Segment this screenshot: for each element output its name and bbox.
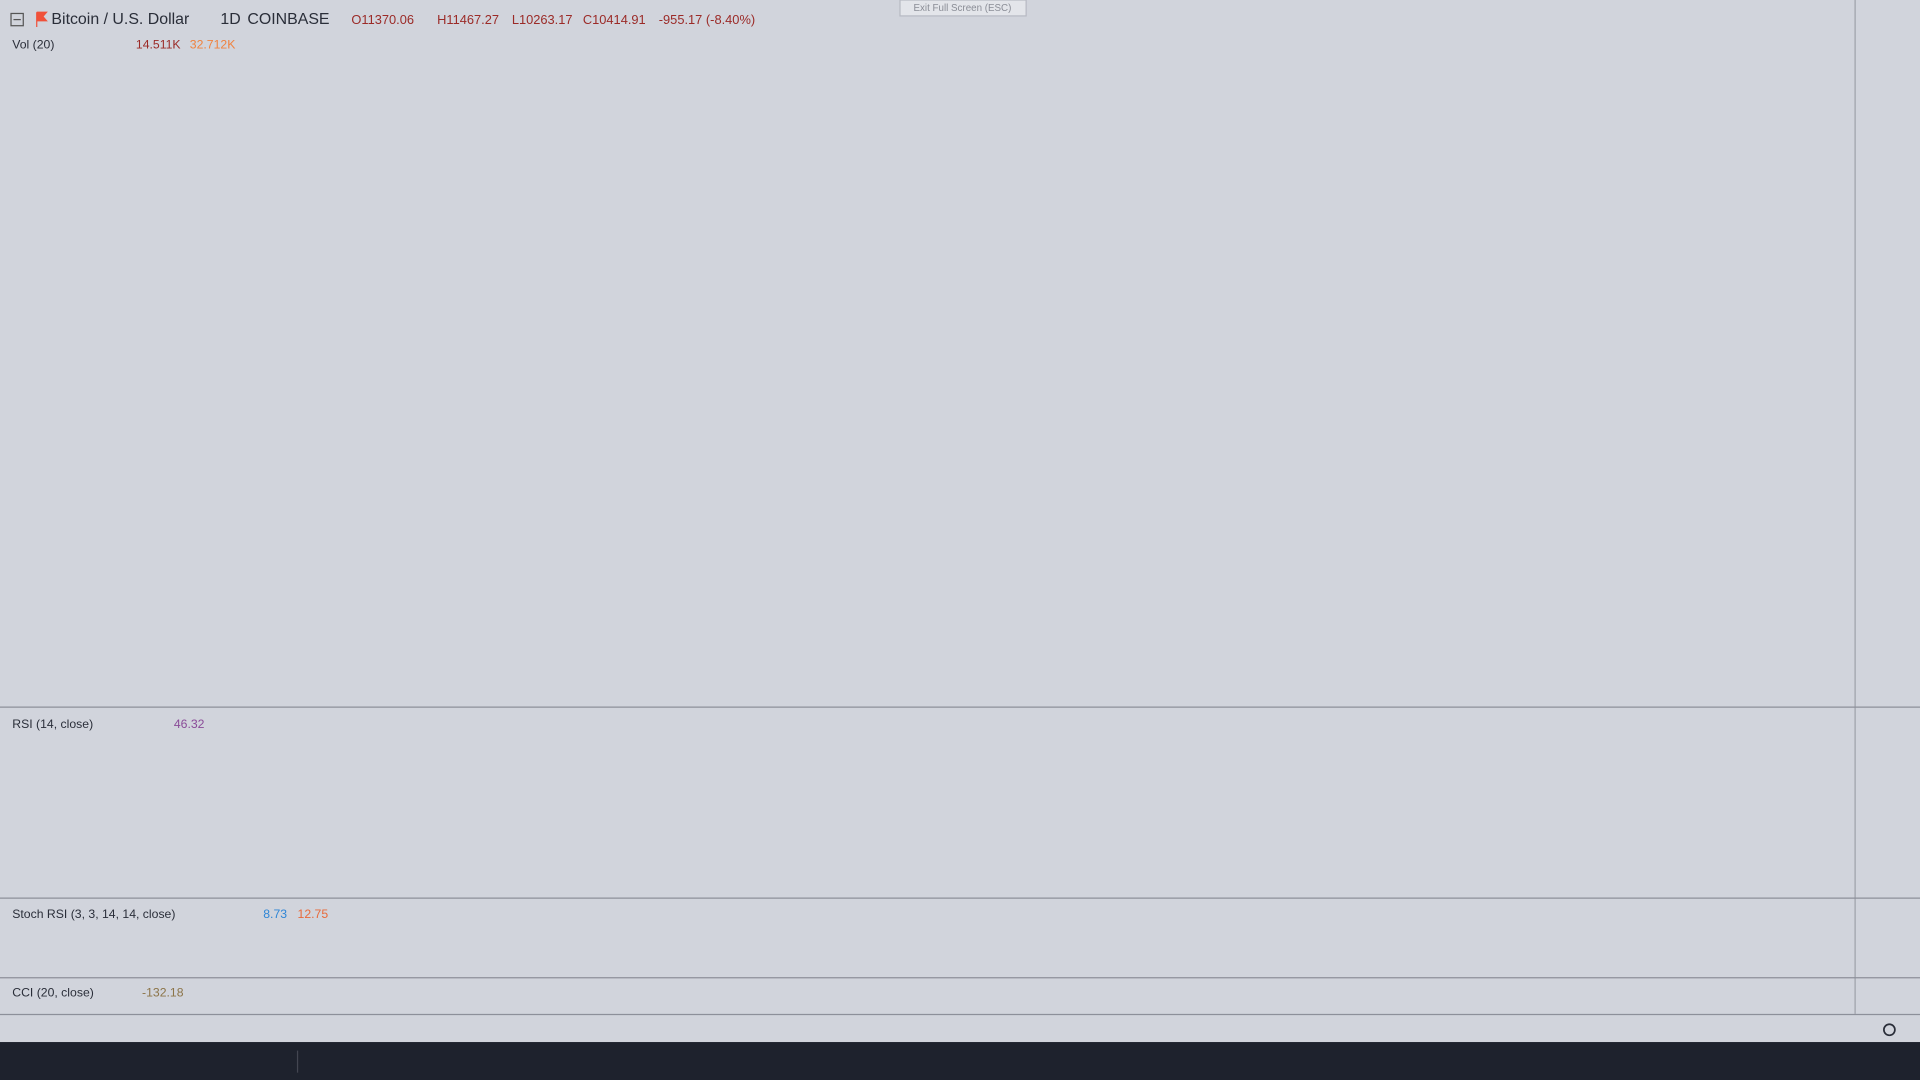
volume-title: Vol (20) [12, 38, 54, 52]
price-axis [1854, 0, 1920, 1014]
exchange[interactable]: COINBASE [247, 11, 329, 28]
ohlc-open: O11370.06 [351, 12, 414, 27]
cci-title: CCI (20, close) [12, 985, 94, 999]
ohlc-close: C10414.91 [583, 12, 646, 27]
axis-background [1855, 0, 1920, 1014]
symbol[interactable]: Bitcoin / U.S. Dollar [51, 11, 190, 28]
cci-value: -132.18 [142, 985, 184, 999]
ohlc-low: L10263.17 [512, 12, 573, 27]
rsi-value: 46.32 [174, 717, 205, 731]
ohlc-high: H11467.27 [437, 12, 499, 27]
stoch-d-value: 12.75 [298, 907, 329, 921]
stoch-k-value: 8.73 [263, 907, 287, 921]
volume-ma-value: 32.712K [190, 38, 236, 52]
exit-full-screen[interactable]: Exit Full Screen (ESC) [914, 3, 1012, 14]
stoch-title: Stoch RSI (3, 3, 14, 14, close) [12, 907, 175, 921]
symbol-flag[interactable] [36, 11, 48, 27]
change: -955.17 (-8.40%) [659, 12, 755, 27]
collapse-icon[interactable] [10, 12, 24, 27]
volume-value: 14.511K [136, 38, 182, 52]
settings-icon[interactable] [1883, 1023, 1896, 1037]
exit-full-screen-button[interactable] [899, 0, 1027, 17]
rsi-title: RSI (14, close) [12, 717, 93, 731]
bottom-toolbar [0, 1042, 1920, 1080]
interval[interactable]: 1D [220, 11, 240, 28]
